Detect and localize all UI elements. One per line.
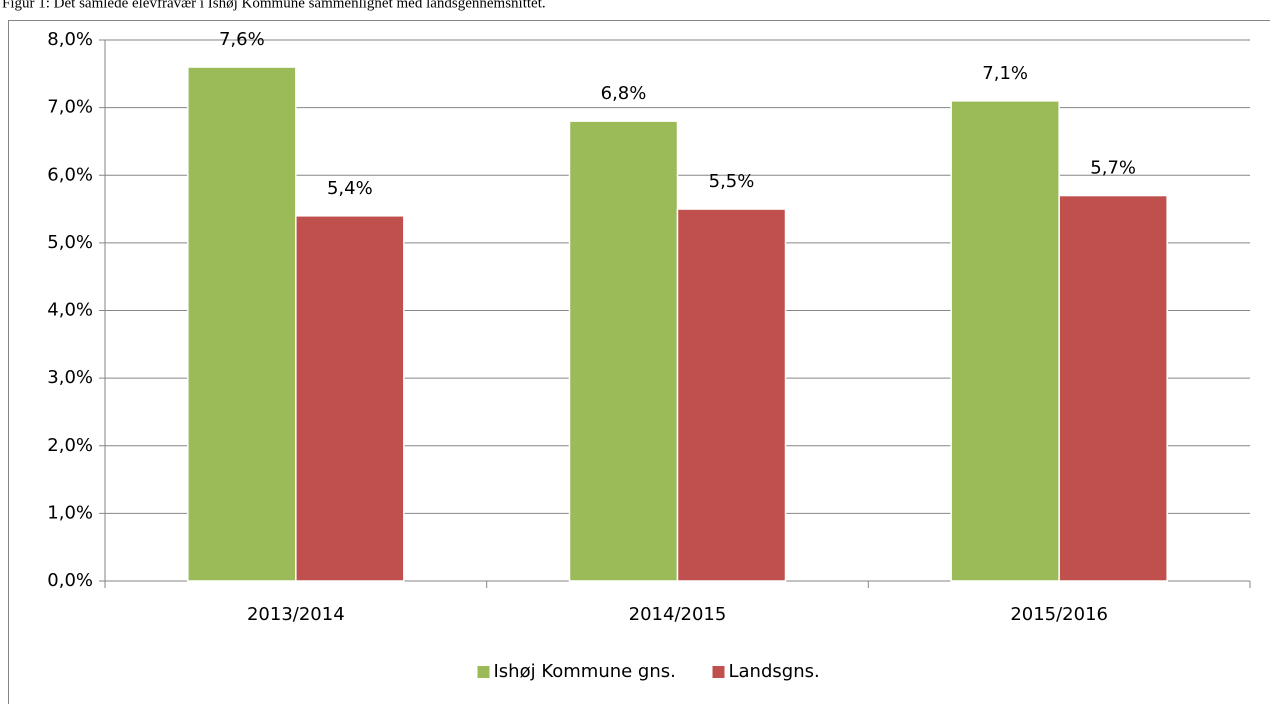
y-tick-label: 3,0% xyxy=(47,367,93,388)
y-tick-label: 2,0% xyxy=(47,435,93,456)
y-tick-label: 0,0% xyxy=(47,570,93,591)
y-tick-label: 4,0% xyxy=(47,300,93,321)
legend-label: Ishøj Kommune gns. xyxy=(494,661,676,682)
bar xyxy=(676,208,787,582)
y-tick-label: 8,0% xyxy=(47,29,93,50)
data-label: 7,6% xyxy=(219,29,265,50)
data-label: 6,8% xyxy=(601,83,647,104)
chart-title: Figur 1: Det samlede elevfravær i Ishøj … xyxy=(2,0,546,11)
x-tick-label: 2015/2016 xyxy=(1010,604,1108,625)
data-label: 5,5% xyxy=(709,171,755,192)
y-tick-label: 7,0% xyxy=(47,97,93,118)
legend-swatch xyxy=(712,666,725,678)
data-label: 5,7% xyxy=(1090,158,1136,179)
y-tick-label: 6,0% xyxy=(47,164,93,185)
data-label: 5,4% xyxy=(327,178,373,199)
bar xyxy=(295,215,405,582)
bar xyxy=(1058,194,1168,582)
y-tick-label: 1,0% xyxy=(47,502,93,523)
data-label: 7,1% xyxy=(982,63,1028,84)
bar xyxy=(187,66,297,582)
bar xyxy=(568,120,679,582)
legend-swatch xyxy=(477,666,490,678)
y-tick-label: 5,0% xyxy=(47,232,93,253)
bar xyxy=(950,100,1060,582)
x-tick-label: 2014/2015 xyxy=(629,604,727,625)
x-tick-label: 2013/2014 xyxy=(247,604,345,625)
legend-label: Landsgns. xyxy=(729,661,820,682)
